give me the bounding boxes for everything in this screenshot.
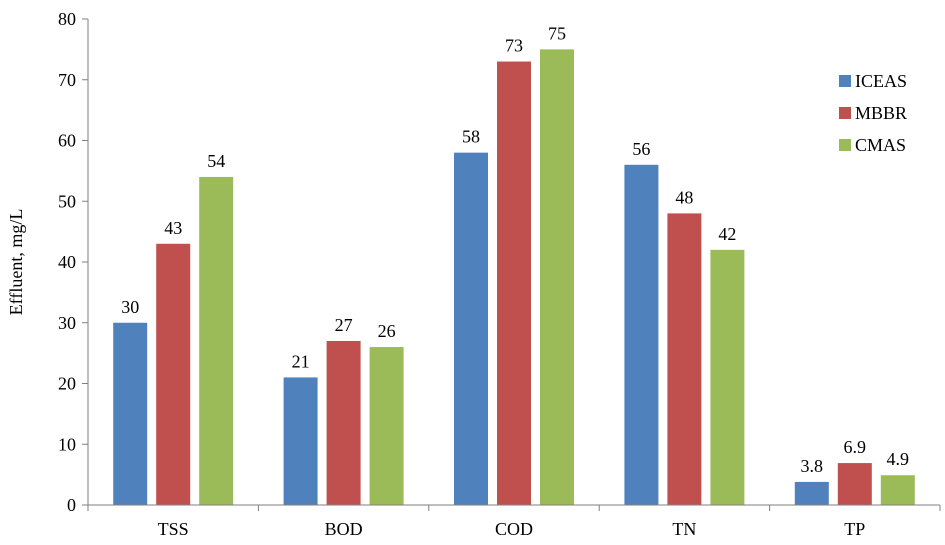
bars-group xyxy=(113,49,915,506)
bar-iceas-tss xyxy=(113,322,148,505)
legend-swatch-iceas xyxy=(839,75,851,87)
y-tick-label: 0 xyxy=(67,495,76,515)
bar-iceas-bod xyxy=(283,377,318,505)
data-label: 48 xyxy=(675,187,693,207)
x-axis-ticks: TSS BOD COD TN TP xyxy=(87,505,941,539)
data-label: 56 xyxy=(632,139,650,159)
y-tick-label: 70 xyxy=(58,70,76,90)
x-tick-label: TN xyxy=(672,519,696,539)
data-label: 26 xyxy=(378,321,396,341)
data-label: 73 xyxy=(505,36,523,56)
bar-cmas-tn xyxy=(710,249,745,505)
y-tick-label: 10 xyxy=(58,434,76,454)
data-label: 27 xyxy=(335,315,353,335)
y-tick-label: 30 xyxy=(58,313,76,333)
bar-mbbr-tn xyxy=(667,213,702,505)
data-label: 42 xyxy=(718,224,736,244)
bar-iceas-cod xyxy=(454,152,488,505)
bar-mbbr-tss xyxy=(156,243,191,505)
bar-cmas-cod xyxy=(540,49,574,505)
legend-swatch-cmas xyxy=(839,139,851,151)
legend-swatch-mbbr xyxy=(839,107,851,119)
y-axis-title: Effluent, mg/L xyxy=(6,209,26,316)
x-tick-label: TP xyxy=(844,519,865,539)
x-tick-label: COD xyxy=(495,519,533,539)
data-label: 30 xyxy=(121,297,139,317)
data-label: 58 xyxy=(462,127,480,147)
y-tick-label: 60 xyxy=(58,131,76,151)
legend: ICEAS MBBR CMAS xyxy=(839,71,907,155)
bar-iceas-tp xyxy=(794,481,829,505)
x-tick-label: BOD xyxy=(325,519,363,539)
bar-mbbr-tp xyxy=(837,463,872,505)
legend-label-mbbr: MBBR xyxy=(855,103,907,123)
data-label: 54 xyxy=(207,151,225,171)
bar-cmas-bod xyxy=(369,347,404,505)
data-label: 75 xyxy=(548,23,566,43)
y-axis-ticks: 0 10 20 30 40 50 60 70 80 xyxy=(58,9,88,515)
bar-cmas-tp xyxy=(880,475,915,505)
data-label: 21 xyxy=(292,351,310,371)
bar-iceas-tn xyxy=(624,164,659,506)
data-label: 3.8 xyxy=(801,456,824,476)
data-label: 6.9 xyxy=(844,437,867,457)
data-label: 4.9 xyxy=(887,449,910,469)
y-tick-label: 80 xyxy=(58,9,76,29)
bar-cmas-tss xyxy=(199,176,234,505)
x-tick-label: TSS xyxy=(158,519,189,539)
data-labels-group: 30 43 54 21 27 26 58 73 75 56 48 42 3.8 6.9 4.9 xyxy=(121,23,909,476)
bar-mbbr-cod xyxy=(497,61,531,506)
y-tick-label: 40 xyxy=(58,252,76,272)
y-tick-label: 50 xyxy=(58,191,76,211)
bar-mbbr-bod xyxy=(326,340,361,505)
legend-label-iceas: ICEAS xyxy=(855,71,907,91)
y-tick-label: 20 xyxy=(58,374,76,394)
legend-label-cmas: CMAS xyxy=(855,135,906,155)
data-label: 43 xyxy=(164,218,182,238)
